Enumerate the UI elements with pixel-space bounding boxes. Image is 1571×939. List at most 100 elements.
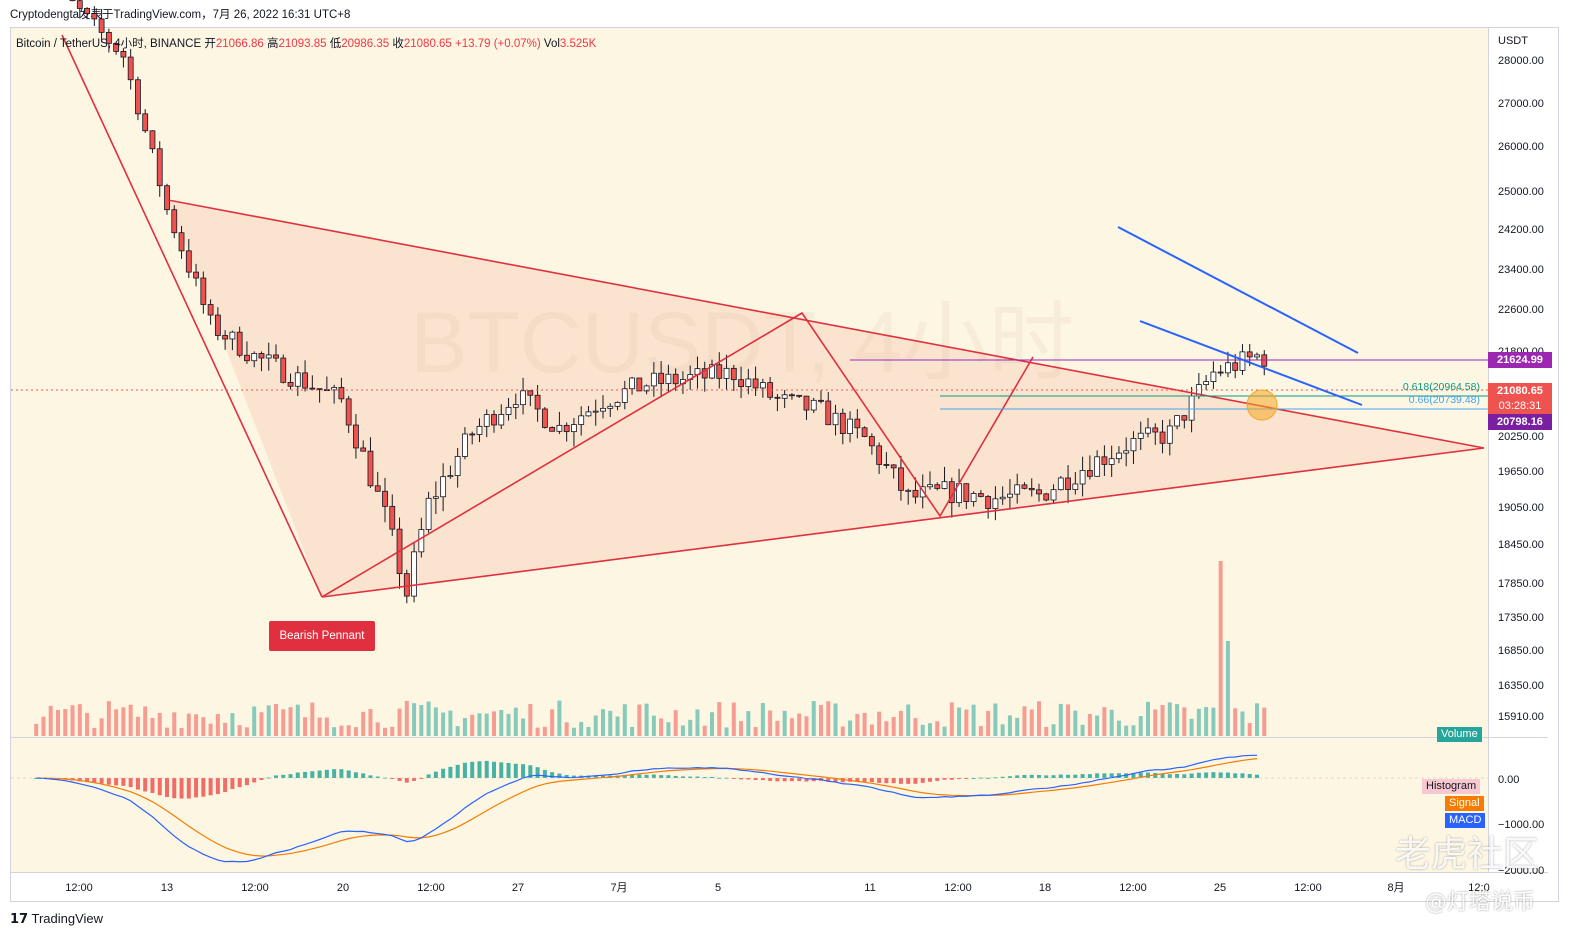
candle-down	[1086, 470, 1093, 477]
candle-down	[244, 354, 250, 362]
candle-up	[1203, 381, 1210, 386]
volume-bar	[346, 725, 351, 736]
author-watermark: @灯塔说币	[1424, 890, 1535, 915]
volume-bar	[942, 726, 947, 736]
candle-down	[898, 467, 904, 491]
volume-bar	[194, 714, 199, 736]
volume-bar	[630, 726, 635, 736]
histogram-bar	[848, 778, 853, 782]
volume-bar	[993, 703, 998, 736]
signal-legend-tag[interactable]: Signal	[1445, 796, 1484, 811]
volume-bar	[564, 722, 569, 736]
candle-up	[970, 493, 977, 503]
symbol-label[interactable]: Bitcoin / TetherUS, 4小时, BINANCE	[16, 38, 202, 50]
volume-bar	[1058, 703, 1063, 736]
volume-bar	[724, 727, 729, 736]
volume-bar	[1160, 705, 1165, 736]
histogram-bar	[688, 776, 693, 778]
candle-up	[418, 529, 425, 553]
volume-bar	[492, 711, 496, 736]
price-tick: 18450.00	[1498, 539, 1544, 551]
histogram-bar	[346, 770, 351, 778]
volume-bar	[419, 705, 424, 736]
volume-bar	[339, 725, 344, 736]
histogram-bar	[797, 778, 802, 782]
histogram-bar	[172, 778, 177, 799]
histogram-bar	[789, 778, 794, 782]
candle-down	[98, 18, 105, 33]
volume-bar	[550, 709, 555, 736]
volume-bar	[775, 720, 780, 736]
histogram-bar	[492, 761, 496, 778]
histogram-bar	[739, 778, 744, 780]
candle-down	[280, 357, 287, 383]
time-tick: 12:00	[1294, 882, 1322, 894]
candle-down	[883, 464, 890, 466]
histogram-bar	[913, 778, 918, 784]
candle-up	[1072, 483, 1079, 490]
candle-down	[534, 394, 541, 410]
candle-down	[302, 372, 308, 389]
volume-bar	[928, 723, 932, 736]
candle-down	[1065, 477, 1071, 490]
macd-legend-tag[interactable]: MACD	[1445, 813, 1486, 828]
histogram-bar	[804, 778, 809, 782]
candle-down	[1232, 362, 1239, 371]
candle-down	[701, 368, 708, 379]
histogram-bar	[317, 770, 322, 778]
volume-legend-tag[interactable]: Volume	[1437, 727, 1482, 742]
volume-bar	[332, 727, 337, 736]
volume-bar	[1073, 710, 1078, 736]
volume-bar	[862, 712, 867, 736]
volume-bar	[906, 704, 911, 736]
volume-bar	[804, 716, 809, 736]
time-tick: 12:00	[1119, 882, 1147, 894]
bearish-pennant-label[interactable]: Bearish Pennant	[269, 621, 375, 651]
histogram-bar	[862, 778, 867, 782]
volume-bar	[913, 718, 918, 736]
histogram-bar	[288, 774, 293, 778]
volume-bar	[383, 727, 387, 736]
time-tick: 20	[337, 882, 349, 894]
candle-up	[498, 414, 505, 426]
histogram-bar	[760, 778, 765, 781]
high-value: 21093.85	[278, 38, 327, 50]
histogram-bar	[339, 769, 344, 778]
volume-bar	[70, 705, 75, 736]
candle-down	[214, 314, 221, 336]
histogram-legend-tag[interactable]: Histogram	[1422, 779, 1481, 794]
histogram-bar	[1211, 772, 1216, 778]
histogram-bar	[935, 778, 940, 781]
tradingview-brand[interactable]: 17 TradingView	[10, 911, 103, 927]
volume-bar	[789, 718, 794, 736]
price-tick: 22600.00	[1498, 304, 1544, 316]
histogram-bar	[593, 775, 598, 778]
candle-up	[556, 424, 563, 432]
histogram-bar	[564, 774, 569, 778]
volume-bar	[1247, 723, 1252, 736]
volume-bar	[99, 718, 104, 736]
volume-bar	[797, 713, 802, 736]
histogram-bar	[1066, 774, 1071, 778]
brand-text: TradingView	[31, 911, 104, 926]
volume-bar	[521, 718, 526, 736]
volume-bar	[1233, 708, 1238, 736]
volume-bar	[353, 727, 358, 736]
candle-down	[207, 304, 214, 316]
volume-bar	[259, 712, 264, 736]
histogram-bar	[99, 778, 104, 784]
histogram-bar	[157, 778, 162, 796]
candle-down	[149, 130, 156, 150]
volume-bar	[644, 703, 649, 736]
volume-bar	[898, 710, 903, 736]
highlight-circle	[1246, 389, 1278, 421]
histogram-bar	[1233, 773, 1238, 778]
histogram-bar	[368, 775, 373, 778]
candle-up	[483, 414, 490, 427]
candle-down	[803, 395, 810, 411]
histogram-bar	[928, 778, 932, 782]
candle-down	[491, 414, 497, 426]
volume-bar	[404, 700, 409, 736]
histogram-bar	[753, 778, 758, 781]
